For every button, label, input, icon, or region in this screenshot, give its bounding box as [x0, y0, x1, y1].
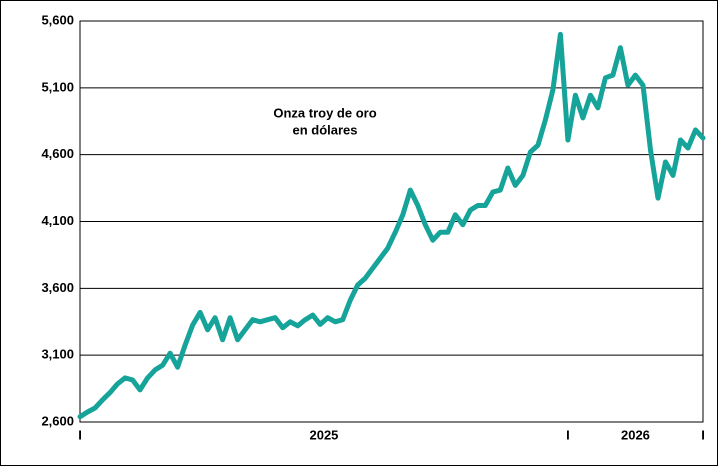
y-tick-label: 2,600: [41, 413, 74, 428]
y-tick-label: 5,600: [41, 12, 74, 27]
chart-title: Onza troy de oro: [273, 105, 376, 120]
y-tick-label: 4,600: [41, 146, 74, 161]
x-tick-label: I: [566, 427, 570, 442]
y-tick-label: 3,100: [41, 347, 74, 362]
x-tick-label: 2025: [309, 427, 338, 442]
y-tick-label: 4,100: [41, 213, 74, 228]
y-tick-label: 5,100: [41, 79, 74, 94]
y-tick-label: 3,600: [41, 280, 74, 295]
price-line: [77, 31, 706, 420]
x-tick-label: I: [701, 427, 705, 442]
x-tick-label: 2026: [621, 427, 650, 442]
x-tick-label: I: [78, 427, 82, 442]
chart-title: en dólares: [292, 122, 357, 137]
